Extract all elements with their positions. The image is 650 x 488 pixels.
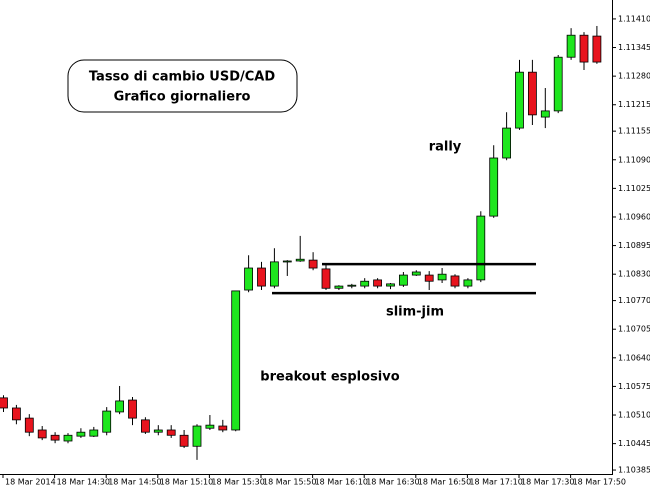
x-tick-label: 18 Mar 15:30	[211, 478, 264, 487]
candle-body	[140, 419, 150, 433]
x-tick-label: 18 Mar 15:50	[263, 478, 316, 487]
x-tick-label: 18 Mar 15:10	[160, 478, 213, 487]
title-box	[67, 59, 298, 113]
candle-body	[579, 34, 589, 63]
candle-body	[540, 110, 550, 118]
candle-body	[515, 71, 524, 129]
candle-body	[528, 71, 537, 116]
chart-subtitle: Grafico giornaliero	[114, 90, 251, 105]
y-tick-label: 1.10770	[618, 296, 650, 305]
y-tick-label: 1.11215	[618, 100, 650, 109]
candle-body	[282, 260, 292, 263]
y-tick-label: 1.10510	[618, 411, 650, 420]
candle-body	[347, 284, 357, 287]
candle-body	[115, 400, 124, 413]
candle-body	[386, 283, 395, 287]
candle-body	[192, 425, 202, 447]
y-tick-label: 1.10960	[618, 212, 650, 221]
y-tick-label: 1.10385	[618, 466, 650, 475]
x-tick-label: 18 Mar 17:50	[573, 478, 626, 487]
candle-body	[398, 274, 408, 286]
candle-body	[231, 290, 241, 431]
candle-body	[295, 258, 305, 262]
x-tick-label: 18 Mar 14:50	[108, 478, 161, 487]
annotation: slim-jim	[386, 305, 444, 320]
y-tick-label: 1.10895	[618, 241, 650, 250]
candle-body	[50, 434, 60, 441]
candle-body	[360, 280, 370, 287]
candle-body	[24, 417, 34, 433]
candle-body	[308, 259, 318, 269]
candle-body	[128, 399, 137, 419]
annotation: breakout esplosivo	[260, 370, 399, 385]
candle-body	[244, 267, 254, 291]
y-tick-label: 1.11155	[618, 127, 650, 136]
candle-body	[269, 261, 279, 287]
candle-body	[166, 429, 176, 436]
y-tick-label: 1.11410	[618, 14, 650, 23]
candle-body	[89, 429, 99, 437]
y-tick-label: 1.11090	[618, 155, 650, 164]
candle-body	[489, 157, 499, 217]
candle-body	[205, 424, 215, 429]
y-tick-label: 1.11345	[618, 43, 650, 52]
candle-body	[63, 434, 73, 442]
candle-body	[476, 215, 486, 281]
candle-body	[450, 275, 460, 287]
annotation: rally	[429, 140, 462, 155]
candle-body	[553, 56, 563, 112]
candle-body	[373, 279, 383, 287]
candle-body	[11, 407, 21, 421]
candle-body	[218, 425, 228, 431]
candle-body	[411, 271, 421, 276]
candle-body	[153, 429, 163, 433]
candle-body	[566, 34, 576, 58]
candle-body	[37, 429, 47, 439]
y-tick-label: 1.10575	[618, 382, 650, 391]
x-tick-label: 18 Mar 2014	[5, 478, 56, 487]
candle-body	[592, 35, 602, 63]
x-tick-label: 18 Mar 14:30	[57, 478, 110, 487]
candle-body	[437, 273, 447, 281]
chart-title: Tasso di cambio USD/CAD	[89, 70, 275, 85]
y-tick-label: 1.11025	[618, 184, 650, 193]
candle-body	[76, 431, 86, 437]
x-tick-label: 18 Mar 16:50	[418, 478, 471, 487]
x-tick-label: 18 Mar 16:30	[366, 478, 419, 487]
candle-body	[424, 274, 434, 282]
y-tick-label: 1.10640	[618, 353, 650, 362]
candle-body	[463, 279, 473, 287]
candle-body	[179, 434, 189, 447]
y-tick-label: 1.10445	[618, 439, 650, 448]
y-tick-label: 1.11280	[618, 72, 650, 81]
x-tick-label: 18 Mar 17:30	[521, 478, 574, 487]
candle-body	[321, 268, 331, 289]
x-tick-label: 18 Mar 17:10	[469, 478, 522, 487]
x-tick-label: 18 Mar 16:10	[315, 478, 368, 487]
candle-body	[334, 285, 344, 289]
candle-body	[502, 127, 512, 159]
candle-body	[257, 267, 266, 287]
y-tick-label: 1.10705	[618, 325, 650, 334]
candle-body	[0, 397, 8, 409]
y-tick-label: 1.10830	[618, 270, 650, 279]
candle-body	[102, 410, 112, 433]
